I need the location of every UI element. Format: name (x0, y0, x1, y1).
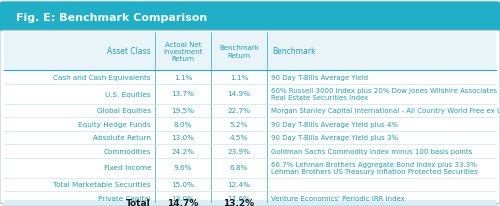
Text: Fixed Income: Fixed Income (104, 165, 151, 171)
Text: Asset Class: Asset Class (108, 47, 151, 56)
Text: Actual Net
Investment
Return: Actual Net Investment Return (163, 42, 203, 62)
Bar (4, 200, 496, 206)
Text: 13.2%: 13.2% (224, 198, 254, 206)
Text: 1.1%: 1.1% (174, 74, 192, 80)
Text: 13.0%: 13.0% (172, 135, 194, 140)
Text: 14.7%: 14.7% (168, 198, 198, 206)
Text: Private Capital: Private Capital (98, 195, 151, 201)
Text: 6.8%: 6.8% (230, 165, 248, 171)
Text: 60% Russell 3000 Index plus 20% Dow Jones Wilshire Associates
Real Estate Securi: 60% Russell 3000 Index plus 20% Dow Jone… (271, 88, 497, 101)
Text: 14.9%: 14.9% (228, 91, 250, 97)
FancyBboxPatch shape (0, 31, 500, 204)
Text: Goldman Sachs Commodity Index minus 100 basis points: Goldman Sachs Commodity Index minus 100 … (271, 148, 472, 154)
Text: Commodities: Commodities (104, 148, 151, 154)
Text: Global Equities: Global Equities (97, 108, 151, 114)
Text: 4.5%: 4.5% (230, 135, 248, 140)
Text: Benchmark: Benchmark (272, 47, 316, 56)
Text: 5.2%: 5.2% (230, 121, 248, 127)
Text: 9.6%: 9.6% (174, 165, 192, 171)
FancyBboxPatch shape (0, 2, 500, 34)
Text: Fig. E: Benchmark Comparison: Fig. E: Benchmark Comparison (16, 13, 208, 23)
Text: 1.1%: 1.1% (230, 74, 248, 80)
Text: 12.4%: 12.4% (228, 181, 250, 187)
Text: Equity Hedge Funds: Equity Hedge Funds (78, 121, 151, 127)
Text: U.S. Equities: U.S. Equities (106, 91, 151, 97)
Text: 66.7% Lehman Brothers Aggregate Bond Index plus 33.3%
Lehman Brothers US Treasur: 66.7% Lehman Brothers Aggregate Bond Ind… (271, 161, 478, 174)
Text: Venture Economics' Periodic IRR Index: Venture Economics' Periodic IRR Index (271, 195, 405, 201)
Text: Benchmark
Return: Benchmark Return (219, 45, 259, 58)
Text: 90 Day T-Bills Average Yield plus 4%: 90 Day T-Bills Average Yield plus 4% (271, 121, 398, 127)
Text: 22.7%: 22.7% (228, 108, 250, 114)
Text: 15.0%: 15.0% (172, 181, 194, 187)
Text: 8.0%: 8.0% (174, 121, 192, 127)
Text: Cash and Cash Equivalents: Cash and Cash Equivalents (54, 74, 151, 80)
Text: Absolute Return: Absolute Return (93, 135, 151, 140)
Text: Total: Total (126, 198, 151, 206)
Text: 19.5%: 19.5% (172, 108, 194, 114)
Text: Morgan Stanley Capital International - All Country World Free ex U.S.: Morgan Stanley Capital International - A… (271, 108, 500, 114)
Text: 24.2%: 24.2% (172, 148, 194, 154)
Text: 17.6%: 17.6% (228, 195, 250, 201)
Text: 90 Day T-Bills Average Yield: 90 Day T-Bills Average Yield (271, 74, 368, 80)
Text: 23.9%: 23.9% (228, 148, 250, 154)
Text: 13.7%: 13.7% (172, 91, 194, 97)
Text: Total Marketable Securities: Total Marketable Securities (54, 181, 151, 187)
Text: 90 Day T-Bills Average Yield plus 3%: 90 Day T-Bills Average Yield plus 3% (271, 135, 398, 140)
Text: 13.0%: 13.0% (172, 195, 194, 201)
